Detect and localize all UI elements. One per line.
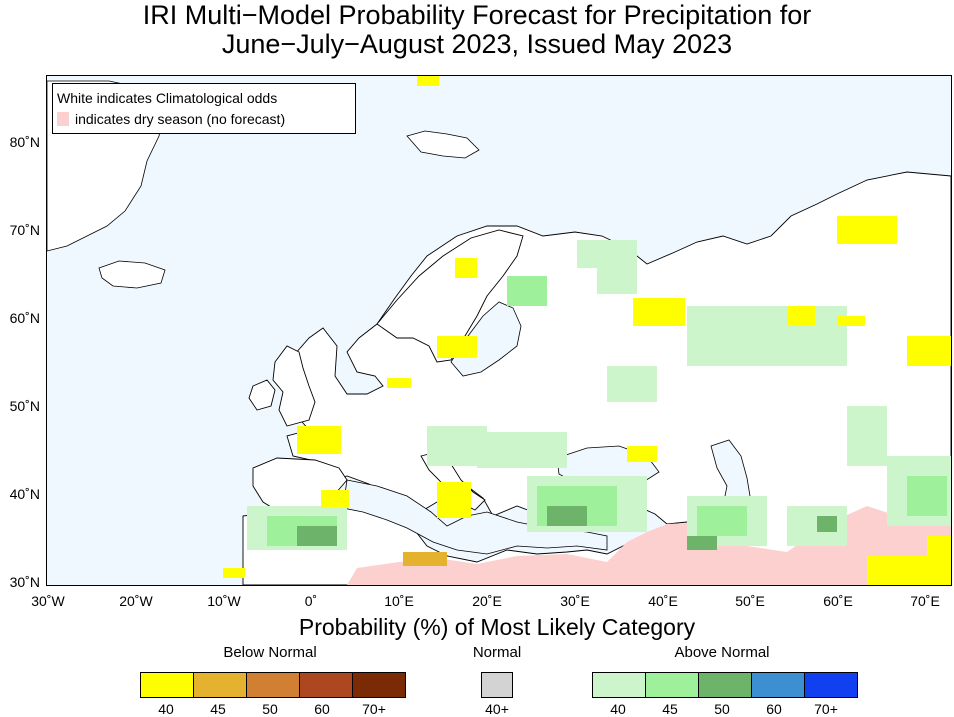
colorbar-tick: 45 <box>210 701 226 717</box>
normal-colorbar <box>481 672 513 698</box>
below-normal-60-swatch <box>300 673 353 697</box>
x-tick-label: 10˚E <box>384 593 414 609</box>
x-tick-label: 60˚E <box>823 593 853 609</box>
forecast-map <box>46 75 952 586</box>
x-tick-label: 0˚ <box>304 593 318 609</box>
y-tick-label: 40˚N <box>9 486 40 502</box>
scandinavia-landmass <box>376 229 524 363</box>
y-tick-label: 80˚N <box>9 134 40 150</box>
y-tick-label: 30˚N <box>9 574 40 590</box>
dry-season-swatch <box>57 112 69 126</box>
x-tick-label: 10˚W <box>207 593 241 609</box>
below-normal-45-areas <box>403 552 447 566</box>
x-tick-label: 40˚E <box>648 593 678 609</box>
climatology-note: White indicates Climatological odds <box>57 90 278 106</box>
below-normal-50-swatch <box>247 673 300 697</box>
above-normal-colorbar <box>592 672 858 698</box>
colorbar-tick: 70+ <box>814 701 838 717</box>
svalbard-landmass <box>406 130 480 159</box>
above-normal-40-swatch <box>593 673 646 697</box>
above-normal-40-areas <box>247 240 951 550</box>
x-tick-label: 20˚E <box>472 593 502 609</box>
below-normal-70-swatch <box>353 673 405 697</box>
x-tick-label: 20˚W <box>119 593 153 609</box>
below-normal-45-swatch <box>194 673 247 697</box>
below-normal-40-areas <box>223 76 951 585</box>
colorbar-tick: 60 <box>766 701 782 717</box>
map-canvas <box>47 76 951 585</box>
y-tick-label: 50˚N <box>9 398 40 414</box>
colorbar-tick: 40 <box>610 701 626 717</box>
x-tick-label: 70˚E <box>910 593 940 609</box>
britain-landmass <box>272 345 316 427</box>
title-line-2: June−July−August 2023, Issued May 2023 <box>221 29 733 59</box>
colorbar-tick: 70+ <box>362 701 386 717</box>
above-normal-50-areas <box>297 506 837 550</box>
x-tick-label: 30˚E <box>560 593 590 609</box>
colorbar-tick: 40 <box>158 701 174 717</box>
dry-season-label: indicates dry season (no forecast) <box>75 111 286 127</box>
above-normal-45-swatch <box>646 673 699 697</box>
dry-season-area <box>347 506 951 585</box>
colorbar-tick: 45 <box>662 701 678 717</box>
ireland-landmass <box>248 379 276 411</box>
above-normal-label: Above Normal <box>674 644 770 661</box>
normal-40-swatch <box>482 673 512 697</box>
mediterranean-sea <box>342 479 608 555</box>
x-tick-label: 30˚W <box>31 593 65 609</box>
iceland-landmass <box>98 260 166 289</box>
y-tick-label: 70˚N <box>9 222 40 238</box>
above-normal-60-swatch <box>752 673 805 697</box>
above-normal-70-swatch <box>805 673 857 697</box>
colorbar-tick: 60 <box>314 701 330 717</box>
colorbar-tick: 40+ <box>485 701 509 717</box>
colorbar-tick: 50 <box>262 701 278 717</box>
normal-label: Normal <box>472 644 522 661</box>
above-normal-50-swatch <box>699 673 752 697</box>
y-tick-label: 60˚N <box>9 310 40 326</box>
below-normal-colorbar <box>140 672 406 698</box>
x-tick-label: 50˚E <box>735 593 765 609</box>
colorbar-tick: 50 <box>714 701 730 717</box>
below-normal-40-swatch <box>141 673 194 697</box>
below-normal-label: Below Normal <box>223 644 317 661</box>
probability-axis-label: Probability (%) of Most Likely Category <box>298 614 696 640</box>
title-line-1: IRI Multi−Model Probability Forecast for… <box>142 0 812 30</box>
map-legend-box: White indicates Climatological odds indi… <box>52 83 356 134</box>
dry-season-note: indicates dry season (no forecast) <box>57 111 285 127</box>
